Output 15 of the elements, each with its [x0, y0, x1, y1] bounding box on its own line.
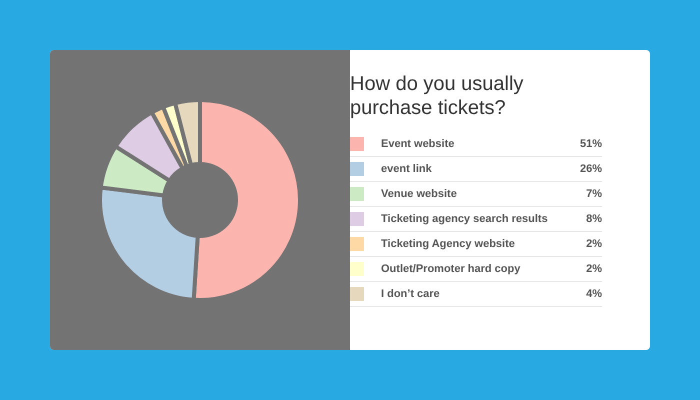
legend-label: Outlet/Promoter hard copy: [381, 262, 522, 276]
data-label: 2%: [585, 237, 602, 251]
data-label: 26%: [578, 162, 602, 176]
legend-label: Venue website: [381, 187, 458, 201]
data-label: 4%: [585, 287, 602, 301]
legend-label: Ticketing Agency website: [381, 237, 516, 251]
data-label: 51%: [578, 137, 602, 151]
data-label: 2%: [585, 262, 602, 276]
legend-label: event link: [381, 162, 433, 176]
data-label: 8%: [585, 212, 602, 226]
legend-label: Event website: [381, 137, 456, 151]
legend-label: I don’t care: [381, 287, 441, 301]
data-label: 7%: [585, 187, 602, 201]
chart-title: How do you usually purchase tickets?: [350, 72, 524, 120]
legend-label: Ticketing agency search results: [381, 212, 549, 226]
